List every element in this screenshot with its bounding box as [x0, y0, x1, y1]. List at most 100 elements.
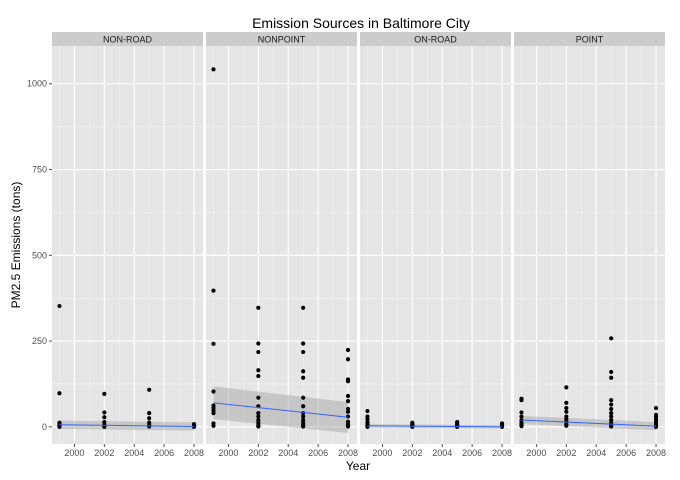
- data-point: [191, 424, 197, 429]
- data-point: [301, 375, 306, 380]
- data-point: [653, 424, 659, 429]
- data-point: [211, 411, 216, 416]
- data-point: [564, 385, 569, 390]
- data-point: [301, 395, 306, 400]
- facet-strip-label: NON-ROAD: [103, 35, 152, 45]
- facet-strip: [52, 32, 203, 46]
- y-axis: 0 250 500 750 1000: [27, 79, 52, 432]
- x-tick-label: 2004: [278, 448, 298, 458]
- data-point: [609, 414, 614, 419]
- facet-panels: NON-ROAD 2000 2002 2004 2006 2008 NONPOINT 2000…: [52, 32, 666, 458]
- data-point: [519, 424, 524, 429]
- data-point: [256, 414, 261, 419]
- data-point: [57, 391, 62, 396]
- data-point: [519, 397, 524, 403]
- data-point: [211, 389, 216, 394]
- x-tick-label: 2004: [432, 448, 452, 458]
- data-point: [609, 406, 614, 412]
- data-point: [345, 393, 351, 399]
- data-point: [345, 399, 351, 404]
- data-point: [256, 395, 261, 400]
- data-point: [102, 415, 107, 420]
- data-point: [256, 349, 261, 355]
- data-point: [564, 405, 569, 411]
- panel-background: [52, 46, 203, 444]
- data-point: [653, 405, 659, 411]
- data-point: [211, 423, 216, 428]
- data-point: [301, 349, 306, 355]
- data-point: [57, 424, 62, 429]
- x-tick-label: 2008: [184, 448, 204, 458]
- facet-strip-label: POINT: [576, 35, 604, 45]
- data-point: [345, 414, 351, 419]
- data-point: [609, 375, 614, 380]
- x-tick-label: 2002: [402, 448, 422, 458]
- y-tick-label: 0: [42, 422, 47, 432]
- panel-background: [206, 46, 357, 444]
- data-point: [211, 288, 216, 293]
- data-point: [301, 369, 306, 374]
- y-axis-label: PM2.5 Emissions (tons): [9, 182, 23, 309]
- data-point: [211, 67, 216, 72]
- data-point: [147, 411, 152, 416]
- data-point: [301, 404, 306, 409]
- data-point: [256, 411, 261, 416]
- data-point: [301, 305, 306, 310]
- x-tick-label: 2000: [64, 448, 84, 458]
- y-tick-label: 250: [32, 336, 47, 346]
- fit-line: [213, 402, 349, 418]
- x-tick-label: 2006: [154, 448, 174, 458]
- fit-line: [367, 425, 503, 428]
- x-axis-label: Year: [346, 459, 370, 473]
- data-point: [609, 402, 614, 407]
- data-point: [345, 379, 351, 384]
- x-tick-label: 2000: [526, 448, 546, 458]
- data-point: [609, 397, 614, 403]
- x-tick-label: 2000: [218, 448, 238, 458]
- data-point: [609, 336, 614, 341]
- data-point: [365, 408, 370, 414]
- facet-panel: ON-ROAD 2000 2002 2004 2006 2008: [360, 32, 512, 458]
- data-point: [147, 424, 152, 429]
- facet-strip: [514, 32, 665, 46]
- facet-panel: POINT 2000 2002 2004 2006 2008: [514, 32, 666, 458]
- data-point: [301, 414, 306, 419]
- data-point: [609, 369, 614, 375]
- x-tick-label: 2006: [616, 448, 636, 458]
- x-tick-label: 2002: [248, 448, 268, 458]
- x-tick-label: 2008: [338, 448, 358, 458]
- data-point: [256, 305, 261, 310]
- data-point: [147, 387, 152, 392]
- chart-title: Emission Sources in Baltimore City: [252, 15, 470, 31]
- x-tick-label: 2000: [372, 448, 392, 458]
- facet-strip: [360, 32, 511, 46]
- fit-line: [521, 419, 657, 427]
- data-point: [102, 391, 107, 397]
- x-tick-label: 2004: [586, 448, 606, 458]
- data-point: [609, 424, 614, 429]
- data-point: [102, 410, 107, 415]
- x-tick-label: 2008: [646, 448, 666, 458]
- data-point: [519, 414, 524, 419]
- facet-strip-label: NONPOINT: [258, 35, 306, 45]
- data-point: [57, 303, 62, 309]
- data-point: [345, 409, 351, 414]
- facet-strip: [206, 32, 357, 46]
- data-point: [256, 373, 261, 379]
- data-point: [410, 424, 415, 429]
- facet-strip-label: ON-ROAD: [414, 35, 457, 45]
- data-point: [301, 341, 306, 346]
- data-point: [345, 424, 351, 429]
- data-point: [564, 400, 569, 405]
- data-point: [301, 424, 306, 429]
- x-tick-label: 2006: [308, 448, 328, 458]
- data-point: [211, 341, 216, 346]
- facet-panel: NON-ROAD 2000 2002 2004 2006 2008: [52, 32, 204, 458]
- data-point: [345, 357, 351, 362]
- y-tick-label: 750: [32, 165, 47, 175]
- facet-panel: NONPOINT 2000 2002 2004 2006 2008: [206, 32, 358, 458]
- x-tick-label: 2004: [124, 448, 144, 458]
- data-point: [256, 368, 261, 373]
- data-point: [256, 424, 261, 429]
